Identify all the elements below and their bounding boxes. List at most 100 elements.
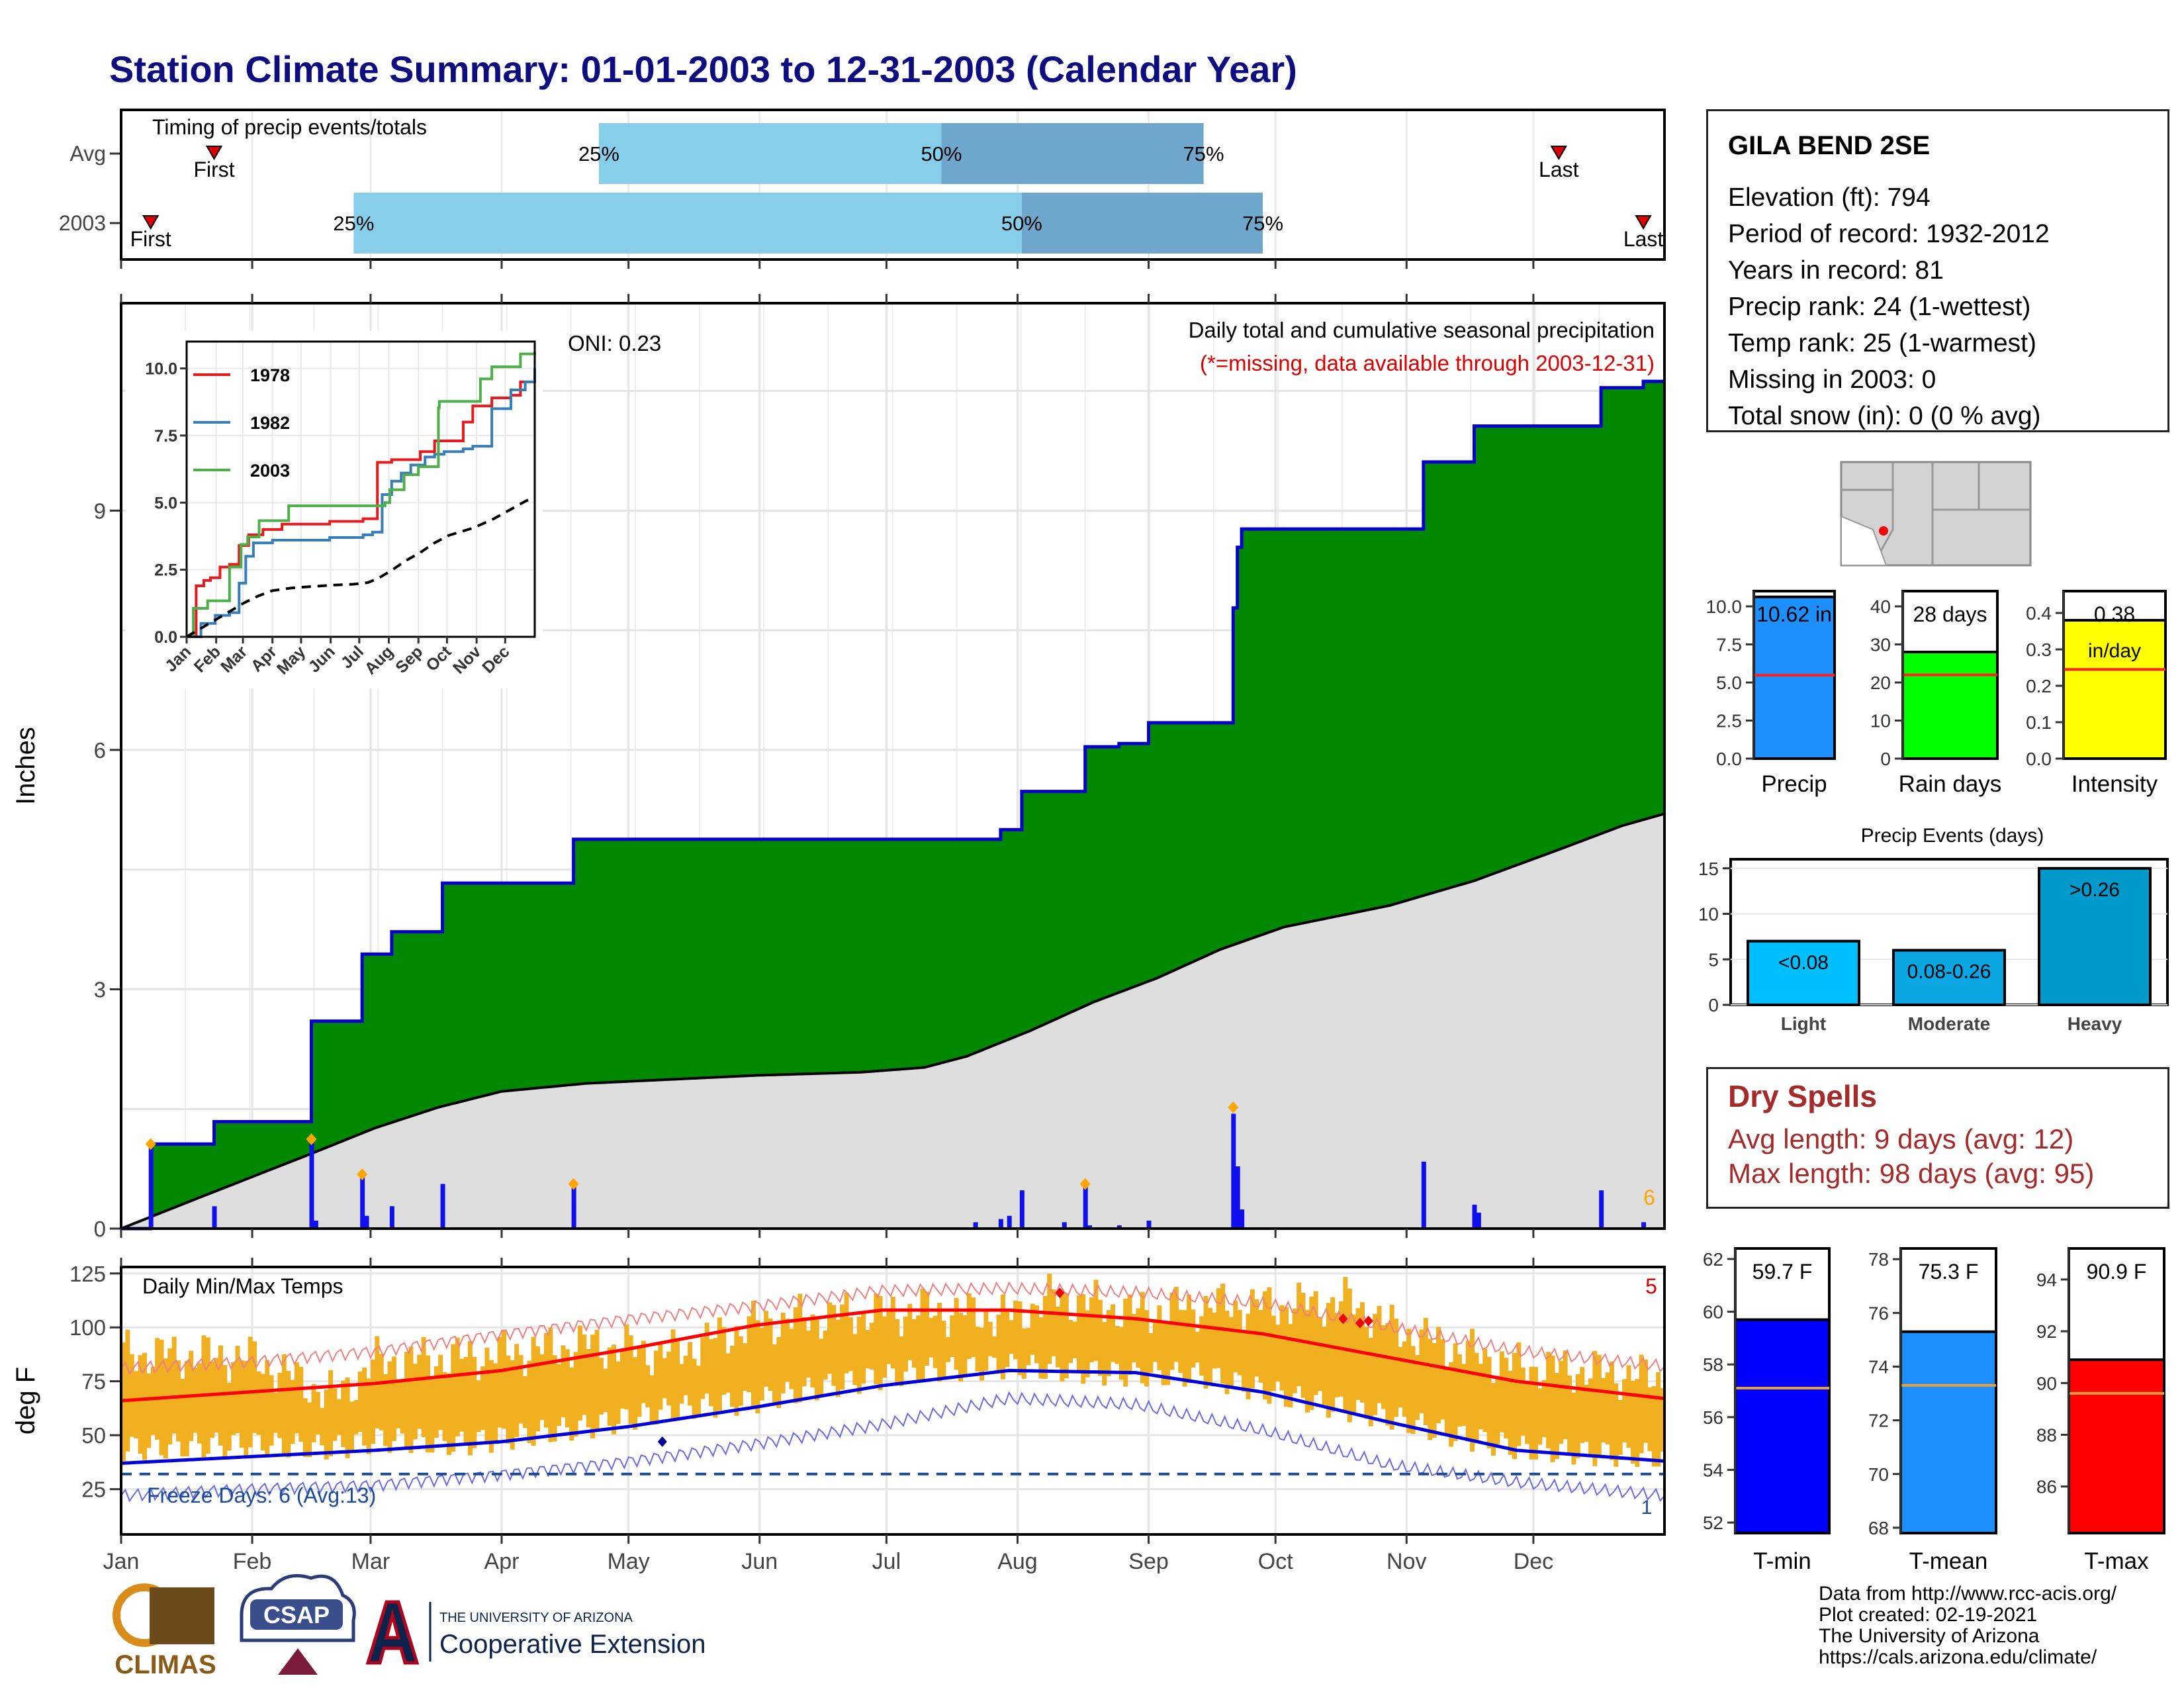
daily-temp-bar-56: [357, 1371, 363, 1432]
daily-temp-bar-357: [1630, 1380, 1635, 1464]
daily-temp-bar-251: [1182, 1310, 1187, 1387]
daily-temp-bar-256: [1203, 1295, 1208, 1389]
csap-logo-mountain: [278, 1648, 318, 1675]
tmin-gauge: 59.7 F 52 54 56 58 60 62 T-min: [1703, 1247, 1831, 1574]
daily-temp-bar-71: [421, 1336, 426, 1438]
record-high-marker-1: [1338, 1313, 1348, 1325]
daily-temp-bar-204: [983, 1311, 989, 1371]
tmin-gauge-bar: [1734, 1318, 1831, 1534]
daily-temp-bar-360: [1643, 1359, 1649, 1443]
credit-university: The University of Arizona: [1819, 1625, 2040, 1647]
daily-temp-bar-42: [298, 1366, 304, 1442]
daily-temp-bar-254: [1195, 1331, 1200, 1363]
station-precip-rank: Precip rank: 24 (1-wettest): [1728, 293, 2031, 321]
daily-temp-bar-141: [717, 1317, 722, 1411]
daily-temp-bar-126: [654, 1350, 659, 1425]
daily-temp-bar-125: [649, 1375, 655, 1423]
tmax-gauge-y-tick-label: 90: [2036, 1373, 2057, 1393]
daily-temp-bar-327: [1504, 1358, 1509, 1438]
daily-temp-bar-316: [1457, 1354, 1462, 1427]
daily-temp-bar-278: [1297, 1282, 1302, 1386]
avg-max-line: [120, 1308, 1665, 1403]
daily-temp-bar-223: [1064, 1293, 1069, 1379]
daily-precip-bar-8: [571, 1184, 576, 1229]
daily-temp-bar-343: [1571, 1392, 1576, 1465]
daily-temp-bar-27: [235, 1346, 240, 1434]
dry-spells-avg: Avg length: 9 days (avg: 12): [1728, 1123, 2074, 1154]
daily-temp-bar-86: [484, 1347, 490, 1444]
raindays-gauge-y-tick-label: 30: [1870, 635, 1891, 655]
daily-temp-bar-219: [1047, 1274, 1052, 1364]
daily-temp-bar-321: [1478, 1364, 1483, 1430]
daily-temp-bar-270: [1263, 1291, 1268, 1400]
daily-temp-bar-307: [1419, 1329, 1424, 1413]
daily-temp-bar-154: [772, 1344, 777, 1406]
daily-temp-bar-240: [1136, 1308, 1141, 1368]
timing-last-label: Last: [1623, 227, 1664, 251]
tmean-gauge-y-tick-label: 68: [1868, 1518, 1889, 1538]
daily-temp-bar-266: [1246, 1313, 1251, 1399]
daily-temp-bar-136: [696, 1366, 701, 1415]
daily-temp-bar-182: [890, 1296, 895, 1369]
daily-temp-bar-13: [176, 1360, 181, 1442]
timing-bar-q2: [1021, 193, 1263, 254]
daily-temp-bar-144: [730, 1345, 735, 1407]
daily-temp-bar-148: [747, 1316, 752, 1393]
daily-temp-bar-354: [1617, 1399, 1623, 1455]
month-label-Jun: Jun: [741, 1549, 778, 1574]
daily-temp-bar-198: [958, 1313, 964, 1382]
daily-temp-bar-211: [1013, 1300, 1019, 1360]
ua-logo-a: [365, 1600, 420, 1665]
daily-temp-bar-159: [793, 1307, 798, 1403]
daily-precip-bar-15: [1087, 1225, 1093, 1229]
precip-y-tick-label: 3: [94, 977, 106, 1002]
daily-temp-bar-356: [1626, 1365, 1631, 1448]
daily-temp-bar-80: [459, 1358, 465, 1432]
month-label-Oct: Oct: [1258, 1549, 1293, 1574]
daily-temp-bar-229: [1089, 1297, 1095, 1362]
daily-temp-bar-39: [286, 1370, 291, 1458]
timing-p75-label: 75%: [1183, 142, 1224, 165]
big-event-marker-3: [568, 1178, 579, 1190]
daily-temp-bar-101: [548, 1327, 553, 1442]
daily-temp-bar-264: [1237, 1309, 1242, 1376]
daily-temp-bar-15: [184, 1360, 189, 1456]
daily-temp-bar-181: [886, 1308, 891, 1364]
daily-temp-bar-233: [1106, 1310, 1111, 1376]
month-label-Feb: Feb: [233, 1549, 272, 1574]
daily-temp-bar-175: [861, 1311, 866, 1384]
daily-temp-bar-7: [150, 1366, 156, 1435]
daily-temp-bar-252: [1187, 1294, 1192, 1383]
locator-map-borders: [1841, 462, 2030, 566]
daily-temp-bar-243: [1148, 1333, 1154, 1373]
intensity-gauge-x-label: Intensity: [2071, 771, 2158, 797]
daily-temp-bar-76: [442, 1372, 447, 1441]
daily-temp-bar-120: [628, 1335, 633, 1425]
daily-temp-bar-85: [480, 1366, 486, 1430]
temp-y-tick-label: 100: [69, 1315, 106, 1340]
daily-temp-bar-55: [353, 1400, 359, 1434]
timing-row-Avg: Avg 25% 50% 75% First Last: [69, 123, 1579, 184]
timing-first-label: First: [193, 158, 234, 181]
daily-temp-bar-313: [1444, 1368, 1449, 1434]
daily-temp-bar-265: [1242, 1330, 1247, 1392]
daily-precip-bar-21: [1421, 1161, 1426, 1229]
daily-temp-bar-17: [193, 1367, 198, 1433]
inset-series-average: [185, 496, 535, 638]
daily-temp-bar-346: [1584, 1384, 1589, 1442]
daily-temp-bar-200: [966, 1293, 972, 1359]
daily-temp-bar-165: [819, 1338, 824, 1397]
daily-precip-bar-23: [1476, 1212, 1481, 1229]
daily-temp-bar-207: [996, 1314, 1001, 1374]
temp-frame: [120, 1266, 1666, 1536]
daily-temp-bar-68: [408, 1346, 414, 1453]
dry-spells-title: Dry Spells: [1728, 1079, 1877, 1113]
daily-temp-bar-304: [1406, 1329, 1412, 1433]
daily-temp-bar-147: [743, 1343, 748, 1391]
daily-temp-bar-273: [1275, 1325, 1281, 1382]
daily-temp-bar-213: [1021, 1328, 1026, 1379]
timing-row-label: 2003: [59, 211, 106, 235]
daily-temp-bar-177: [869, 1323, 874, 1370]
inset-legend-label-1978: 1978: [250, 365, 290, 385]
